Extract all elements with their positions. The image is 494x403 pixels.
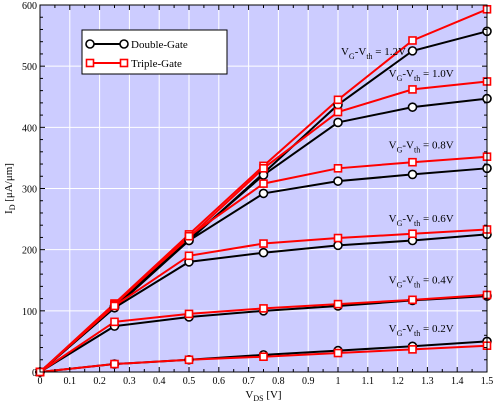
x-tick-label: 0.3 <box>123 376 136 387</box>
x-tick-label: 0.9 <box>302 376 315 387</box>
curve-annotation: VG-Vth = 1.0V <box>389 68 454 83</box>
x-tick-label: 1.3 <box>421 376 434 387</box>
data-point-double-gate-0-8v <box>333 176 343 186</box>
data-point-double-gate-1-0v <box>407 102 418 112</box>
data-point-double-gate-1-2v <box>407 46 418 56</box>
curve-annotation: VG-Vth = 0.4V <box>389 274 454 289</box>
y-tick-label: 0 <box>32 368 37 379</box>
y-axis-label: ID [μA/μm] <box>3 163 17 214</box>
data-point-triple-gate-0-2v <box>408 345 417 354</box>
x-tick-label: 1 <box>336 376 341 387</box>
data-point-triple-gate-0-6v <box>408 229 417 239</box>
data-point-triple-gate-0-8v <box>408 157 417 167</box>
data-point-triple-gate-0-6v <box>110 301 119 311</box>
data-point-double-gate-0-6v <box>333 240 343 251</box>
x-tick-label: 0.6 <box>213 376 226 387</box>
legend-marker-double-gate <box>85 39 95 49</box>
curve-annotation: VG-Vth = 0.8V <box>389 140 454 155</box>
data-point-triple-gate-1-0v <box>259 164 268 173</box>
data-point-triple-gate-1-0v <box>408 85 417 94</box>
data-point-triple-gate-1-2v <box>333 95 343 105</box>
x-tick-label: 0 <box>38 376 43 387</box>
data-point-triple-gate-0-2v <box>333 348 343 358</box>
x-tick-label: 0.2 <box>93 376 106 387</box>
data-point-triple-gate-0-4v <box>259 304 268 313</box>
data-point-double-gate-1-0v <box>333 117 343 128</box>
y-tick-label: 100 <box>22 307 37 318</box>
x-tick-label: 1.2 <box>391 376 404 387</box>
data-point-triple-gate-0-6v <box>259 239 268 248</box>
axis-ticks <box>39 4 488 373</box>
x-tick-label: 1.5 <box>481 376 494 387</box>
x-tick-label: 0.5 <box>183 376 196 387</box>
x-axis-label: VDS [V] <box>245 389 281 403</box>
data-point-double-gate-0-8v <box>258 188 269 199</box>
legend: Double-Gate Triple-Gate <box>81 29 228 75</box>
tick-labels: 0 0.1 0.2 0.3 0.4 0.5 0.6 0.7 0.8 0.9 1 1.1 1.2 1.3 1.… <box>22 1 493 387</box>
data-point-triple-gate-0-8v <box>333 164 343 173</box>
data-point-double-gate-0-8v <box>407 169 418 180</box>
data-point-triple-gate-0-4v <box>408 295 417 305</box>
y-tick-label: 300 <box>22 185 37 196</box>
legend-label-triple-gate: Triple-Gate <box>131 58 182 70</box>
data-point-triple-gate-0-4v <box>184 309 194 319</box>
curve-annotation: VG-Vth = 0.6V <box>389 213 454 228</box>
x-tick-label: 0.1 <box>64 376 77 387</box>
annotations: VG-Vth = 1.2V VG-Vth = 1.0V VG-Vth = 0.8V V… <box>341 46 454 338</box>
curve-annotation: VG-Vth = 0.2V <box>389 323 454 338</box>
y-tick-label: 400 <box>22 123 37 134</box>
legend-marker-triple-gate <box>85 58 95 68</box>
legend-box <box>81 29 228 75</box>
data-point-double-gate-0-6v <box>258 247 269 258</box>
curve-annotation: VG-Vth = 1.2V <box>341 46 406 61</box>
y-tick-label: 600 <box>22 1 37 12</box>
x-tick-label: 1.1 <box>362 376 375 387</box>
data-point-triple-gate-0-2v <box>259 352 268 362</box>
legend-marker-double-gate <box>119 39 129 49</box>
x-tick-label: 0.4 <box>153 376 166 387</box>
data-point-triple-gate-1-2v <box>408 36 417 45</box>
x-tick-label: 0.7 <box>242 376 255 387</box>
data-point-triple-gate-1-0v <box>333 107 343 117</box>
data-point-triple-gate-0-4v <box>333 299 343 309</box>
data-point-triple-gate-0-8v <box>259 179 268 188</box>
data-point-triple-gate-0-6v <box>333 233 343 243</box>
legend-label-double-gate: Double-Gate <box>131 39 188 51</box>
y-tick-label: 500 <box>22 62 37 73</box>
x-tick-label: 1.4 <box>451 376 464 387</box>
data-point-triple-gate-0-6v <box>184 251 194 261</box>
data-point-triple-gate-0-2v <box>184 355 194 365</box>
y-tick-label: 200 <box>22 246 37 257</box>
x-tick-label: 0.8 <box>272 376 285 387</box>
data-point-triple-gate-0-2v <box>110 359 119 369</box>
data-point-triple-gate-0-4v <box>110 317 119 327</box>
legend-marker-triple-gate <box>119 58 129 68</box>
data-point-triple-gate-0-8v <box>184 231 194 241</box>
